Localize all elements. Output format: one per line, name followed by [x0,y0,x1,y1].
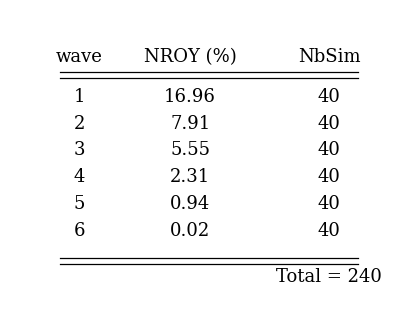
Text: Total = 240: Total = 240 [276,268,382,286]
Text: NROY (%): NROY (%) [144,48,237,66]
Text: 40: 40 [318,115,341,133]
Text: 4: 4 [74,168,85,186]
Text: 40: 40 [318,88,341,106]
Text: 40: 40 [318,195,341,213]
Text: 16.96: 16.96 [164,88,216,106]
Text: 7.91: 7.91 [170,115,210,133]
Text: 6: 6 [74,222,85,240]
Text: 2: 2 [74,115,85,133]
Text: 0.94: 0.94 [170,195,210,213]
Text: 40: 40 [318,168,341,186]
Text: 0.02: 0.02 [170,222,210,240]
Text: 5.55: 5.55 [170,141,210,159]
Text: 1: 1 [74,88,85,106]
Text: 2.31: 2.31 [170,168,210,186]
Text: NbSim: NbSim [298,48,361,66]
Text: 40: 40 [318,141,341,159]
Text: 5: 5 [74,195,85,213]
Text: 40: 40 [318,222,341,240]
Text: 3: 3 [74,141,85,159]
Text: wave: wave [56,48,103,66]
